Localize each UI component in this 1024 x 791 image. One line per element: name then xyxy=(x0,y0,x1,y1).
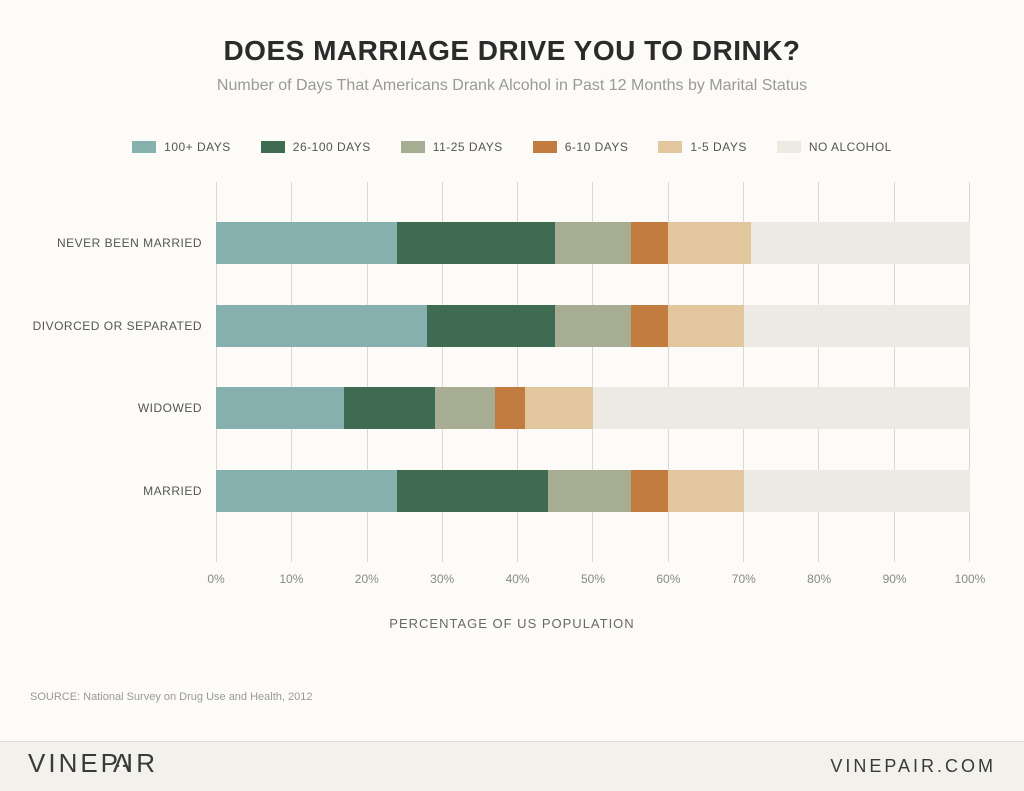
bar-segment xyxy=(548,470,631,512)
x-tick-label: 100% xyxy=(955,572,986,586)
legend-swatch xyxy=(401,141,425,153)
legend: 100+ DAYS 26-100 DAYS 11-25 DAYS 6-10 DAYS 1… xyxy=(30,140,994,154)
chart-area: NEVER BEEN MARRIED DIVORCED OR SEPARATED W… xyxy=(216,182,970,562)
x-tick-label: 50% xyxy=(581,572,605,586)
x-tick-label: 0% xyxy=(207,572,224,586)
x-tick-label: 90% xyxy=(883,572,907,586)
legend-label: 1-5 DAYS xyxy=(690,140,746,154)
bar-segment xyxy=(631,222,669,264)
svg-text:VINEP: VINEP xyxy=(28,748,121,778)
bar-segment xyxy=(668,305,743,347)
x-tick-label: 40% xyxy=(506,572,530,586)
vinepair-logo-icon: VINEP IR A xyxy=(28,748,198,778)
legend-item: 6-10 DAYS xyxy=(533,140,629,154)
bar-segment xyxy=(216,305,427,347)
bar-segment xyxy=(525,387,593,429)
legend-swatch xyxy=(658,141,682,153)
legend-item: 11-25 DAYS xyxy=(401,140,503,154)
legend-item: 26-100 DAYS xyxy=(261,140,371,154)
legend-item: NO ALCOHOL xyxy=(777,140,892,154)
x-tick-label: 30% xyxy=(430,572,454,586)
bar-segment xyxy=(555,305,630,347)
legend-swatch xyxy=(777,141,801,153)
legend-label: NO ALCOHOL xyxy=(809,140,892,154)
x-tick-label: 80% xyxy=(807,572,831,586)
bar-segment xyxy=(397,222,555,264)
bar-segment xyxy=(555,222,630,264)
legend-swatch xyxy=(533,141,557,153)
bar-row: WIDOWED xyxy=(216,387,970,429)
infographic-container: DOES MARRIAGE DRIVE YOU TO DRINK? Number… xyxy=(0,0,1024,791)
bar-segment xyxy=(427,305,555,347)
bar-segment xyxy=(744,470,970,512)
category-label: DIVORCED OR SEPARATED xyxy=(33,319,202,333)
bar-segment xyxy=(216,387,344,429)
bar-segment xyxy=(397,470,548,512)
bars: NEVER BEEN MARRIED DIVORCED OR SEPARATED W… xyxy=(216,182,970,562)
brand-logo: VINEPAIR VINEP IR A xyxy=(28,748,198,785)
brand-url: VINEPAIR.COM xyxy=(830,756,996,777)
x-tick-label: 20% xyxy=(355,572,379,586)
bar-segment xyxy=(593,387,970,429)
x-tick-label: 60% xyxy=(656,572,680,586)
bar-segment xyxy=(344,387,434,429)
bar-segment xyxy=(216,222,397,264)
x-axis-label: PERCENTAGE OF US POPULATION xyxy=(30,616,994,631)
bar-segment xyxy=(668,222,751,264)
legend-label: 11-25 DAYS xyxy=(433,140,503,154)
legend-swatch xyxy=(132,141,156,153)
bar-segment xyxy=(751,222,970,264)
bar-segment xyxy=(435,387,495,429)
bar-segment xyxy=(495,387,525,429)
source-text: SOURCE: National Survey on Drug Use and … xyxy=(30,691,994,703)
category-label: NEVER BEEN MARRIED xyxy=(57,236,202,250)
bar-segment xyxy=(631,470,669,512)
category-label: MARRIED xyxy=(143,484,202,498)
category-label: WIDOWED xyxy=(138,401,202,415)
legend-label: 6-10 DAYS xyxy=(565,140,629,154)
chart-subtitle: Number of Days That Americans Drank Alco… xyxy=(30,77,994,95)
footer: VINEPAIR VINEP IR A VINEPAIR.COM xyxy=(0,741,1024,791)
chart-title: DOES MARRIAGE DRIVE YOU TO DRINK? xyxy=(30,35,994,67)
bar-row: MARRIED xyxy=(216,470,970,512)
legend-label: 100+ DAYS xyxy=(164,140,231,154)
legend-label: 26-100 DAYS xyxy=(293,140,371,154)
bar-segment xyxy=(216,470,397,512)
bar-segment xyxy=(631,305,669,347)
bar-row: DIVORCED OR SEPARATED xyxy=(216,305,970,347)
bar-row: NEVER BEEN MARRIED xyxy=(216,222,970,264)
bar-segment xyxy=(744,305,970,347)
legend-item: 1-5 DAYS xyxy=(658,140,746,154)
bar-segment xyxy=(668,470,743,512)
legend-item: 100+ DAYS xyxy=(132,140,231,154)
x-tick-label: 10% xyxy=(279,572,303,586)
legend-swatch xyxy=(261,141,285,153)
x-tick-label: 70% xyxy=(732,572,756,586)
svg-text:A: A xyxy=(113,748,134,778)
